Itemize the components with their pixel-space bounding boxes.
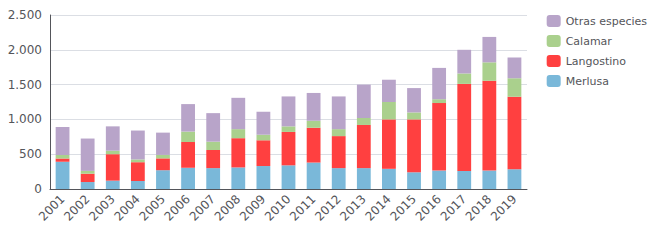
svg-text:2006: 2006	[162, 192, 193, 223]
svg-text:2007: 2007	[187, 192, 218, 223]
svg-text:Otras especies: Otras especies	[566, 15, 648, 28]
svg-text:2010: 2010	[262, 192, 293, 223]
svg-text:Langostino: Langostino	[566, 55, 627, 68]
svg-text:1.000: 1.000	[8, 112, 42, 126]
svg-text:2.000: 2.000	[8, 43, 42, 57]
svg-text:2004: 2004	[111, 192, 142, 223]
svg-text:2014: 2014	[362, 192, 393, 223]
svg-text:2.500: 2.500	[8, 8, 42, 22]
svg-text:2009: 2009	[237, 192, 268, 223]
svg-text:2012: 2012	[312, 192, 343, 223]
svg-text:2011: 2011	[287, 192, 318, 223]
svg-text:1.500: 1.500	[8, 78, 42, 92]
svg-text:Merlusa: Merlusa	[566, 75, 609, 88]
svg-text:2003: 2003	[86, 192, 117, 223]
svg-text:2016: 2016	[413, 192, 444, 223]
svg-text:2002: 2002	[61, 192, 92, 223]
svg-text:2005: 2005	[136, 192, 167, 223]
svg-text:2013: 2013	[337, 192, 368, 223]
svg-text:500: 500	[19, 147, 42, 161]
svg-text:2017: 2017	[438, 192, 469, 223]
svg-text:2001: 2001	[36, 192, 67, 223]
svg-text:2019: 2019	[488, 192, 519, 223]
svg-text:2018: 2018	[463, 192, 494, 223]
svg-text:0: 0	[34, 182, 42, 196]
svg-text:Calamar: Calamar	[566, 35, 613, 48]
svg-text:2008: 2008	[212, 192, 243, 223]
svg-text:2015: 2015	[388, 192, 419, 223]
